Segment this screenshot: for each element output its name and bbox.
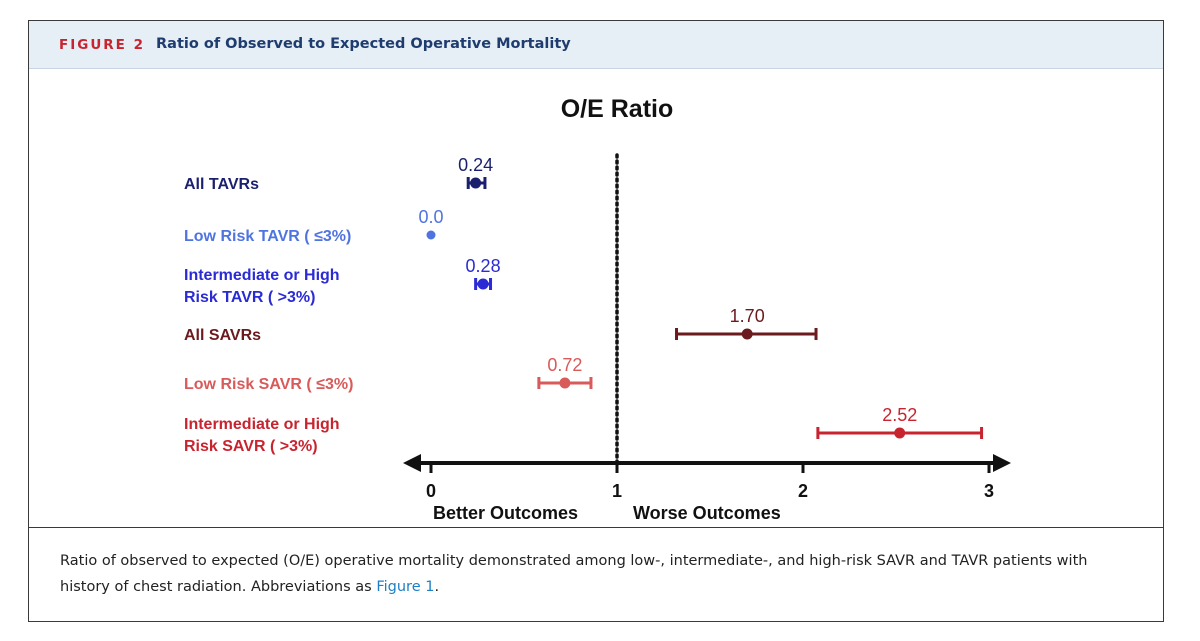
worse-outcomes-label: Worse Outcomes (633, 503, 781, 523)
figure-frame: FIGURE 2 Ratio of Observed to Expected O… (28, 20, 1164, 622)
figure-header: FIGURE 2 Ratio of Observed to Expected O… (29, 21, 1163, 69)
x-tick-label: 2 (798, 481, 808, 501)
row-label: Intermediate or High (184, 267, 340, 284)
rows-layer: All TAVRs 0.24 Low Risk TAVR ( ≤3%) 0.0 Inte… (184, 155, 984, 455)
row-label: All TAVRs (184, 176, 259, 193)
point-estimate (894, 427, 906, 439)
value-label: 0.72 (547, 355, 582, 375)
x-tick-label: 1 (612, 481, 622, 501)
row-label: Intermediate or High (184, 416, 340, 433)
row-group: All TAVRs 0.24 (184, 155, 493, 193)
caption-divider (29, 527, 1163, 528)
caption-end: . (434, 579, 440, 595)
row-group: All SAVRs 1.70 (184, 306, 818, 344)
x-axis-right-arrow (993, 454, 1011, 472)
better-outcomes-label: Better Outcomes (433, 503, 578, 523)
row-group: Low Risk SAVR ( ≤3%) 0.72 (184, 355, 593, 393)
figure-1-link[interactable]: Figure 1 (376, 579, 435, 595)
point-estimate (470, 177, 482, 189)
value-label: 0.28 (466, 256, 501, 276)
x-tick-label: 3 (984, 481, 994, 501)
value-label: 2.52 (882, 405, 917, 425)
point-estimate (741, 328, 753, 340)
figure-caption: Ratio of observed to expected (O/E) oper… (60, 548, 1140, 600)
value-label: 0.24 (458, 155, 493, 175)
row-label: Low Risk TAVR ( ≤3%) (184, 228, 351, 245)
caption-text: Ratio of observed to expected (O/E) oper… (60, 553, 1088, 595)
x-axis-left-arrow (403, 454, 421, 472)
row-group: Intermediate or High Risk SAVR ( >3%) 2.52 (184, 405, 984, 455)
x-axis: 0 1 2 3 (403, 454, 1011, 501)
value-label: 0.0 (418, 207, 443, 227)
point-estimate (477, 278, 489, 290)
row-label: Risk SAVR ( >3%) (184, 438, 318, 455)
figure-title: Ratio of Observed to Expected Operative … (156, 36, 571, 52)
value-label: 1.70 (730, 306, 765, 326)
point-estimate (426, 230, 436, 240)
row-label: Low Risk SAVR ( ≤3%) (184, 376, 353, 393)
chart-title: O/E Ratio (561, 95, 674, 123)
row-label: All SAVRs (184, 327, 261, 344)
row-label: Risk TAVR ( >3%) (184, 289, 315, 306)
point-estimate (559, 377, 571, 389)
figure-label: FIGURE 2 (59, 37, 145, 53)
row-group: Intermediate or High Risk TAVR ( >3%) 0.28 (184, 256, 501, 306)
forest-plot: O/E Ratio 0 1 2 3 All TAVRs 0.24 Low Risk TAV… (184, 95, 1011, 523)
row-group: Low Risk TAVR ( ≤3%) 0.0 (184, 207, 444, 245)
x-tick-label: 0 (426, 481, 436, 501)
